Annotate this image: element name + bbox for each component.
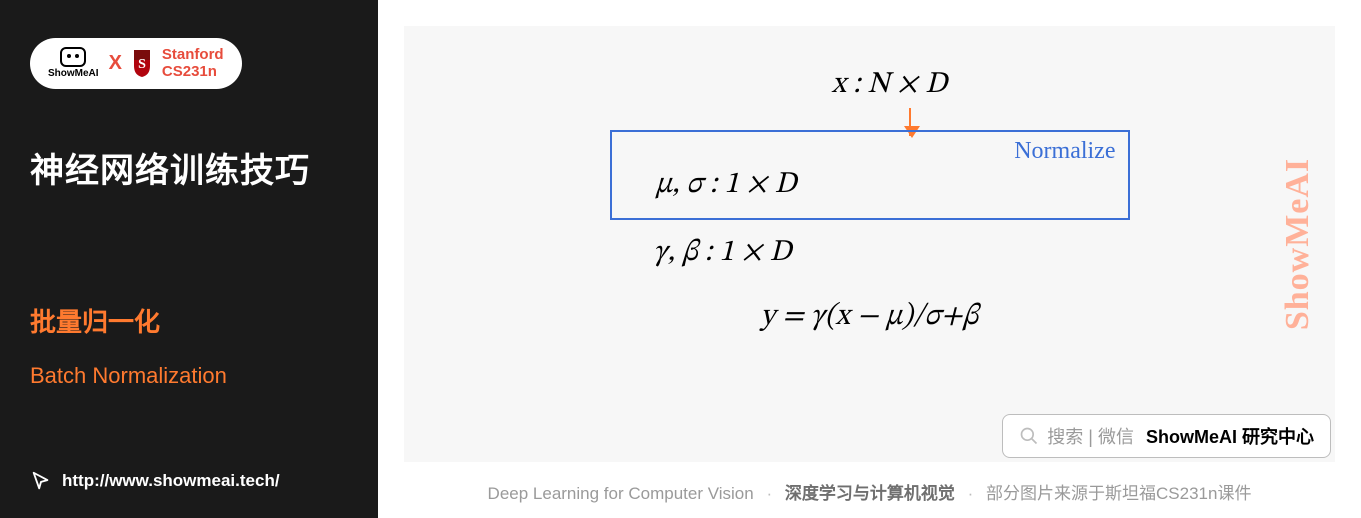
equations-block: x : N × D Normalize μ, σ : 1 × D γ, β : … xyxy=(610,66,1130,336)
footer-mid: 深度学习与计算机视觉 xyxy=(785,484,955,503)
robot-icon xyxy=(60,47,86,67)
svg-text:S: S xyxy=(138,57,146,72)
footer-dot-1: · xyxy=(766,484,772,503)
search-hint: 搜索 | 微信 xyxy=(1047,423,1134,449)
website-link[interactable]: http://www.showmeai.tech/ xyxy=(30,470,348,498)
page-subtitle-cn: 批量归一化 xyxy=(30,302,348,339)
footer-right: 部分图片来源于斯坦福CS231n课件 xyxy=(986,484,1251,503)
page-title-cn: 神经网络训练技巧 xyxy=(30,143,348,192)
course-badge: ShowMeAI X S Stanford CS231n xyxy=(30,38,242,89)
normalize-label: Normalize xyxy=(1014,138,1115,165)
equation-mu-sigma: μ, σ : 1 × D xyxy=(628,166,1112,204)
watermark: ShowMeAI xyxy=(1279,158,1317,330)
equation-gamma-beta: γ, β : 1 × D xyxy=(610,234,1130,272)
showmeai-label: ShowMeAI xyxy=(48,69,99,79)
equation-output: y = γ(x − μ)/σ+β xyxy=(610,298,1130,336)
normalize-box: Normalize μ, σ : 1 × D xyxy=(610,130,1130,220)
cross-label: X xyxy=(109,52,122,75)
footer-line: Deep Learning for Computer Vision · 深度学习… xyxy=(406,479,1333,504)
left-panel: ShowMeAI X S Stanford CS231n 神经网络训练技巧 批量… xyxy=(0,0,378,518)
search-icon xyxy=(1019,426,1039,446)
right-panel: ShowMeAI x : N × D Normalize μ, σ : 1 × … xyxy=(378,0,1361,518)
footer-left: Deep Learning for Computer Vision xyxy=(488,484,754,503)
search-box[interactable]: 搜索 | 微信 ShowMeAI 研究中心 xyxy=(1002,414,1331,458)
cursor-icon xyxy=(30,470,52,492)
stanford-line2: CS231n xyxy=(162,63,224,80)
equation-x-shape: x : N × D xyxy=(650,66,1130,104)
content-box: ShowMeAI x : N × D Normalize μ, σ : 1 × … xyxy=(404,26,1335,462)
website-url: http://www.showmeai.tech/ xyxy=(62,471,280,491)
footer-dot-2: · xyxy=(968,484,974,503)
stanford-shield-icon: S xyxy=(132,48,152,78)
page-subtitle-en: Batch Normalization xyxy=(30,363,348,389)
showmeai-logo: ShowMeAI xyxy=(48,47,99,79)
stanford-text: Stanford CS231n xyxy=(162,46,224,81)
stanford-line1: Stanford xyxy=(162,46,224,63)
search-brand: ShowMeAI 研究中心 xyxy=(1146,423,1314,449)
